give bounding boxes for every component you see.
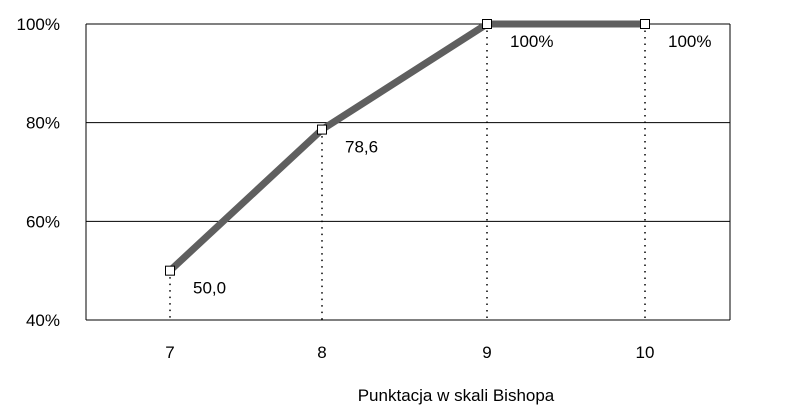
data-point-10 xyxy=(640,19,650,29)
markers-layer xyxy=(165,19,650,276)
y-tick-label-60: 60% xyxy=(26,212,60,231)
data-label-7: 50,0 xyxy=(193,279,226,298)
grid-layer xyxy=(85,23,731,321)
data-labels: 50,0 78,6 100% 100% xyxy=(193,32,711,298)
y-axis-ticks: 40% 60% 80% 100% xyxy=(17,15,60,330)
x-tick-label-8: 8 xyxy=(317,343,326,362)
x-axis-ticks: 7 8 9 10 xyxy=(165,343,654,362)
data-point-7 xyxy=(165,265,175,276)
x-tick-label-7: 7 xyxy=(165,343,174,362)
series-layer xyxy=(166,20,649,275)
y-tick-label-80: 80% xyxy=(26,114,60,133)
data-label-8: 78,6 xyxy=(345,138,378,157)
x-tick-label-9: 9 xyxy=(482,343,491,362)
data-point-8 xyxy=(317,124,327,135)
drop-lines xyxy=(169,24,646,320)
series-line xyxy=(166,20,649,275)
y-tick-label-40: 40% xyxy=(26,311,60,330)
x-axis-title: Punktacja w skali Bishopa xyxy=(358,386,555,405)
y-tick-label-100: 100% xyxy=(17,15,60,34)
data-point-9 xyxy=(482,19,492,29)
x-tick-label-10: 10 xyxy=(636,343,655,362)
data-label-10: 100% xyxy=(668,32,711,51)
data-label-9: 100% xyxy=(510,32,553,51)
